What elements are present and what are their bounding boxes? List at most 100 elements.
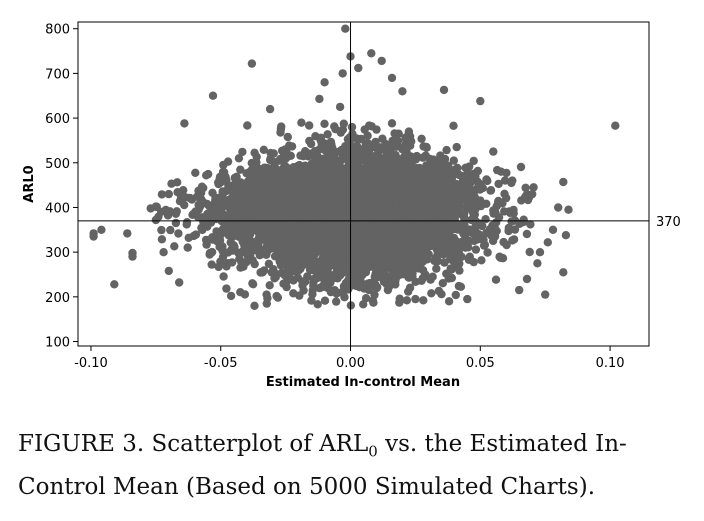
scatter-point [471, 221, 480, 231]
scatter-point [331, 253, 340, 262]
scatter-point [387, 155, 397, 165]
scatter-point [457, 171, 466, 181]
scatter-point [341, 177, 350, 186]
scatter-point [434, 286, 444, 296]
scatter-point [321, 231, 331, 241]
scatter-point [255, 173, 264, 183]
scatter-point [292, 186, 302, 195]
scatter-point [272, 174, 281, 183]
scatter-point [463, 294, 472, 304]
scatter-point [395, 298, 404, 307]
scatter-point [344, 170, 353, 179]
scatter-point [371, 137, 380, 147]
scatter-point [420, 176, 430, 185]
scatter-point [494, 179, 503, 189]
scatter-point [352, 134, 361, 143]
scatter-point [247, 158, 256, 168]
scatter-point [236, 228, 245, 237]
scatter-point [363, 218, 372, 227]
scatter-point [509, 205, 518, 215]
scatter-point [442, 189, 451, 198]
scatter-point [322, 221, 331, 230]
scatter-point [320, 296, 330, 305]
scatter-point [379, 277, 389, 286]
scatter-point [304, 260, 314, 269]
scatter-point [439, 85, 449, 95]
scatter-point [191, 168, 200, 177]
scatter-point [266, 189, 275, 199]
scatter-point [429, 162, 439, 171]
scatter-point [345, 250, 355, 259]
scatter-point [292, 199, 301, 208]
scatter-point [308, 286, 317, 295]
scatter-point [332, 263, 341, 272]
scatter-point [270, 274, 279, 283]
scatter-point [411, 227, 420, 236]
scatter-point [393, 164, 403, 174]
scatter-point [388, 138, 398, 147]
scatter-point [257, 219, 267, 228]
scatter-point [496, 167, 506, 176]
scatter-point [419, 229, 429, 239]
scatter-point [265, 104, 275, 114]
scatter-point [317, 264, 326, 273]
scatter-point [454, 249, 464, 258]
scatter-point [419, 296, 428, 305]
scatter-point [334, 175, 344, 184]
scatter-point [311, 265, 320, 275]
scatter-point [340, 268, 349, 277]
scatter-point [491, 208, 500, 217]
scatter-point [326, 276, 335, 285]
scatter-point [314, 232, 324, 242]
scatter-point [382, 213, 391, 223]
scatter-point [427, 200, 437, 209]
scatter-point [388, 176, 398, 185]
scatter-point [370, 290, 379, 300]
scatter-point [298, 165, 307, 174]
scatter-point [218, 194, 227, 204]
scatter-point [354, 167, 363, 176]
scatter-point [359, 300, 368, 309]
scatter-point [453, 184, 463, 193]
scatter-point [404, 179, 414, 189]
scatter-point [411, 294, 420, 304]
scatter-point [247, 59, 257, 68]
scatter-point [376, 270, 385, 279]
scatter-point [449, 243, 458, 252]
scatter-point [355, 212, 365, 221]
scatter-point [305, 121, 314, 130]
scatter-point [344, 200, 353, 210]
scatter-point [373, 213, 383, 222]
scatter-point [236, 288, 245, 297]
scatter-point [227, 222, 236, 231]
scatter-point [543, 238, 552, 247]
scatter-point [326, 287, 336, 297]
scatter-point [371, 180, 381, 189]
scatter-point [164, 189, 173, 199]
scatter-point [471, 245, 481, 254]
scatter-point [182, 220, 191, 229]
scatter-point [262, 299, 271, 308]
scatter-point [332, 297, 341, 306]
scatter-point [203, 200, 212, 209]
scatter-point [325, 212, 334, 221]
scatter-point [373, 283, 382, 292]
scatter-point [488, 221, 497, 230]
scatter-point [476, 96, 485, 106]
scatter-point [180, 200, 189, 210]
scatter-point [398, 217, 407, 226]
scatter-point [308, 173, 318, 182]
scatter-point [345, 138, 354, 147]
scatter-point [447, 273, 456, 283]
scatter-point [357, 156, 366, 165]
scatter-point [548, 225, 558, 234]
scatter-point [260, 249, 270, 259]
scatter-point [236, 248, 246, 257]
scatter-point [413, 213, 422, 222]
scatter-point [341, 147, 351, 157]
scatter-point [282, 153, 291, 163]
scatter-point [251, 199, 261, 208]
scatter-point [451, 210, 460, 219]
scatter-point [491, 275, 501, 284]
scatter-point [207, 260, 216, 269]
